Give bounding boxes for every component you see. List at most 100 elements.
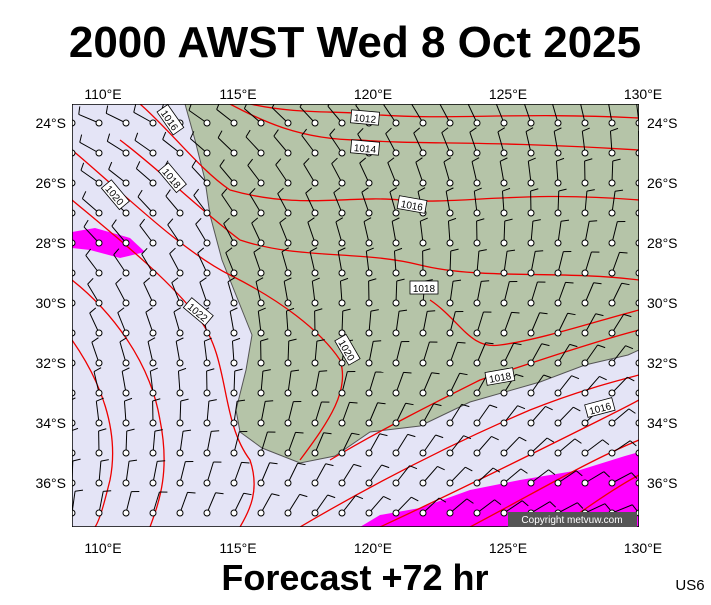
station: [420, 480, 426, 486]
station: [339, 300, 345, 306]
station: [366, 450, 372, 456]
station: [258, 390, 264, 396]
lon-label: 130°E: [624, 86, 662, 102]
station: [582, 390, 588, 396]
station: [555, 210, 561, 216]
station: [204, 150, 210, 156]
station: [96, 390, 102, 396]
barb-feather: [552, 98, 559, 102]
station: [339, 240, 345, 246]
station: [555, 120, 561, 126]
station: [231, 480, 237, 486]
barb-feather: [512, 312, 520, 313]
barb-feather: [211, 431, 219, 432]
station: [258, 150, 264, 156]
station: [339, 450, 345, 456]
barb-feather: [648, 253, 656, 254]
station: [447, 300, 453, 306]
station: [231, 360, 237, 366]
station: [177, 390, 183, 396]
station: [258, 210, 264, 216]
station: [528, 240, 534, 246]
forecast-label: Forecast +72 hr: [221, 557, 488, 598]
station: [447, 210, 453, 216]
barb-feather: [373, 341, 381, 342]
station: [366, 510, 372, 516]
barb-staff: [62, 314, 72, 333]
barb-staff: [639, 222, 645, 243]
station: [96, 120, 102, 126]
station: [582, 270, 588, 276]
station: [285, 300, 291, 306]
station: [501, 150, 507, 156]
lon-label: 110°E: [84, 86, 121, 102]
station: [150, 450, 156, 456]
copyright: Copyright metvuw.com: [521, 515, 622, 526]
station: [609, 390, 615, 396]
station: [582, 180, 588, 186]
station: [204, 210, 210, 216]
station: [285, 330, 291, 336]
station: [123, 180, 129, 186]
station: [177, 360, 183, 366]
barb-feather: [350, 402, 358, 403]
lat-label: 28°S: [647, 235, 678, 251]
station: [231, 300, 237, 306]
station: [123, 150, 129, 156]
station: [420, 390, 426, 396]
station: [339, 510, 345, 516]
barb-feather: [639, 129, 647, 131]
station: [312, 240, 318, 246]
station: [231, 330, 237, 336]
station: [204, 240, 210, 246]
barb-staff: [639, 161, 641, 183]
station: [258, 330, 264, 336]
barb-feather: [64, 338, 70, 343]
station: [204, 120, 210, 126]
station: [123, 390, 129, 396]
station: [609, 450, 615, 456]
station: [582, 210, 588, 216]
lat-label: 34°S: [35, 415, 66, 431]
station: [501, 210, 507, 216]
lon-label: 120°E: [354, 86, 392, 102]
station: [420, 240, 426, 246]
station: [501, 120, 507, 126]
barb-staff: [70, 431, 72, 453]
map-code: US6: [675, 577, 704, 594]
station: [393, 240, 399, 246]
station: [231, 150, 237, 156]
barb-feather: [658, 442, 664, 448]
station: [285, 510, 291, 516]
station: [609, 270, 615, 276]
station: [609, 180, 615, 186]
station: [555, 300, 561, 306]
station: [501, 300, 507, 306]
station: [177, 150, 183, 156]
lon-label: 110°E: [84, 540, 121, 556]
station: [312, 120, 318, 126]
station: [123, 240, 129, 246]
barb-staff: [639, 253, 648, 273]
station: [150, 270, 156, 276]
station: [420, 450, 426, 456]
station: [474, 450, 480, 456]
barb-staff: [66, 372, 72, 393]
station: [258, 450, 264, 456]
station: [474, 420, 480, 426]
station: [204, 300, 210, 306]
station: [96, 420, 102, 426]
station: [393, 390, 399, 396]
station: [393, 420, 399, 426]
station: [366, 240, 372, 246]
station: [609, 210, 615, 216]
station: [96, 360, 102, 366]
station: [96, 300, 102, 306]
station: [474, 510, 480, 516]
barb-feather: [580, 98, 587, 102]
station: [393, 330, 399, 336]
barb-feather: [157, 461, 165, 462]
station: [555, 420, 561, 426]
station: [474, 150, 480, 156]
